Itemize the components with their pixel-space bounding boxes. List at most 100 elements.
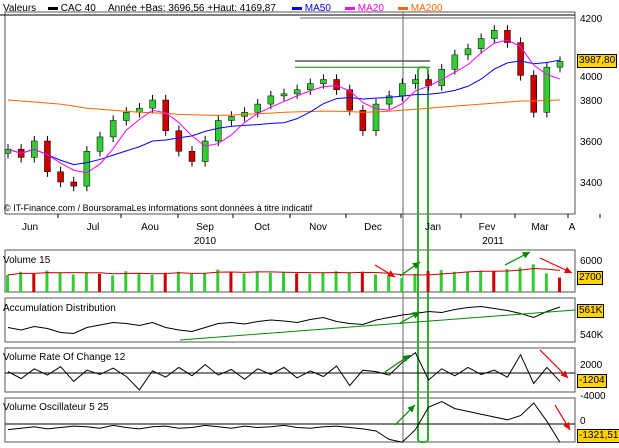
volume-bar: [466, 272, 469, 292]
candle: [123, 112, 130, 121]
green-highlight-box: [417, 66, 429, 443]
candle: [215, 120, 222, 142]
panel-frame-2: [4, 297, 576, 343]
red-arrow-icon-head: [564, 266, 572, 274]
candle: [57, 171, 64, 183]
ma20-swatch: [345, 6, 355, 10]
ma200-legend: MA200: [398, 3, 442, 14]
price-tick-label: 3800: [580, 96, 603, 107]
vroc-tick-label: -4000: [580, 391, 606, 402]
volume-tick-label: 6000: [580, 256, 603, 267]
accum-line: [7, 305, 561, 335]
symbol-label: CAC 40: [48, 3, 96, 14]
volume-bar: [71, 274, 75, 292]
candle: [70, 181, 77, 187]
candle: [464, 48, 472, 56]
volume-bar: [124, 271, 128, 292]
volume-bar: [58, 272, 62, 292]
volume-bar: [413, 273, 417, 292]
volume-bar: [203, 272, 207, 292]
volume-bar: [84, 272, 88, 292]
price-last-tag: 3987,80: [577, 54, 618, 68]
accum-trendline: [179, 309, 576, 341]
candle: [162, 99, 169, 131]
red-arrow-icon-head: [563, 422, 570, 430]
volume-bar: [32, 273, 36, 292]
ma50-text: MA50: [304, 3, 331, 14]
candle: [372, 103, 380, 131]
candle: [359, 110, 367, 131]
candle: [504, 30, 511, 43]
volume-bar: [518, 267, 522, 292]
volume-last-tag: 2700: [577, 271, 604, 285]
candle: [451, 54, 459, 70]
ma200-swatch: [398, 6, 408, 10]
volume-bar: [190, 273, 193, 292]
volume-title: Volume 15: [3, 255, 51, 266]
volume-bar: [374, 274, 377, 292]
year-label: 2011: [482, 236, 504, 247]
price-tick-label: 4000: [580, 72, 603, 83]
red-arrow-icon-head: [387, 270, 395, 277]
candle: [280, 93, 288, 97]
candle: [399, 83, 406, 97]
volume-bar: [400, 278, 404, 292]
candle: [346, 89, 353, 111]
price-tick-label: 3400: [580, 178, 603, 189]
vosc-line: [7, 401, 561, 443]
volume-bar: [282, 271, 285, 292]
ma200-text: MA200: [410, 3, 443, 14]
volume-bar: [242, 273, 246, 292]
vroc-title: Volume Rate Of Change 12: [3, 352, 126, 363]
volume-bar: [531, 264, 535, 292]
candle: [477, 38, 485, 49]
volume-bar: [544, 273, 548, 292]
red-arrow-icon-head: [560, 370, 568, 378]
candle: [491, 30, 498, 39]
symbol-text: CAC 40: [60, 3, 96, 14]
candle: [517, 42, 524, 76]
green-arrow-icon-head: [522, 252, 530, 259]
candle: [175, 130, 183, 152]
candle: [109, 120, 117, 138]
ma50-legend: MA50: [292, 3, 331, 14]
ma20-legend: MA20: [345, 3, 384, 14]
volume-bar: [255, 271, 259, 292]
vroc-tick-label: 2000: [580, 360, 603, 371]
vroc-line: [7, 351, 561, 391]
volume-bar: [111, 275, 115, 292]
accum-title: Accumulation Distribution: [3, 303, 116, 314]
candle: [96, 136, 104, 152]
volume-bar: [229, 272, 233, 292]
candle: [438, 69, 445, 86]
ma20-line: [7, 39, 561, 174]
volume-bar: [176, 271, 180, 292]
volume-bar: [505, 269, 509, 292]
valeurs-label: Valeurs: [3, 3, 37, 14]
green-arrow-icon-head: [407, 405, 415, 413]
volume-bar: [321, 272, 325, 292]
green-arrow-icon-head: [402, 355, 410, 362]
candle: [293, 89, 301, 95]
candle: [267, 95, 275, 105]
volume-bar: [137, 273, 141, 292]
volume-bar: [268, 272, 272, 292]
ma50-swatch: [292, 6, 302, 10]
green-arrow-icon-head: [412, 262, 420, 269]
candle: [201, 140, 209, 162]
month-label: Jul: [87, 222, 100, 233]
month-label: Aou: [141, 222, 159, 233]
candle: [543, 66, 551, 113]
panel-frame-3: [4, 347, 576, 393]
month-label: Mar: [531, 222, 549, 233]
volume-bar: [347, 272, 351, 292]
volume-bar: [308, 273, 312, 292]
vroc-last-tag: -1204: [577, 374, 607, 388]
ma200-line: [7, 99, 561, 116]
volume-bar: [334, 271, 338, 292]
candle: [83, 151, 91, 187]
month-label: Jan: [425, 222, 441, 233]
volume-bar: [492, 271, 496, 292]
volume-bar: [452, 271, 456, 292]
